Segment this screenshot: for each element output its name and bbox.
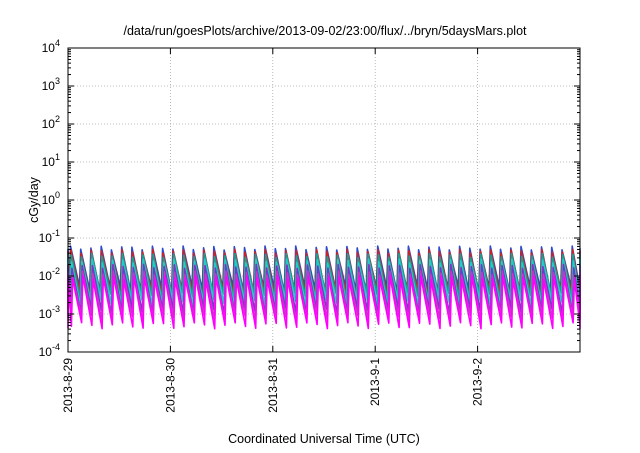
y-tick-label: 104 bbox=[42, 38, 60, 55]
x-tick-label: 2013-8-29 bbox=[61, 358, 75, 413]
x-tick-label: 2013-9-2 bbox=[471, 358, 485, 406]
y-tick-label: 103 bbox=[42, 76, 60, 93]
tick-marks bbox=[67, 47, 580, 353]
x-tick-label: 2013-8-31 bbox=[266, 358, 280, 413]
x-axis-tick-labels: 2013-8-29 2013-8-30 2013-8-31 2013-9-1 2013-… bbox=[61, 358, 485, 413]
x-tick-label: 2013-8-30 bbox=[163, 358, 177, 413]
y-tick-label: 10-1 bbox=[39, 228, 60, 245]
y-axis-label: cGy/day bbox=[27, 176, 41, 223]
y-tick-label: 100 bbox=[42, 190, 60, 207]
x-axis-label: Coordinated Universal Time (UTC) bbox=[228, 432, 420, 446]
y-tick-label: 102 bbox=[42, 114, 60, 131]
y-tick-label: 10-4 bbox=[39, 342, 60, 359]
series-line bbox=[67, 275, 581, 330]
y-tick-label: 101 bbox=[42, 152, 60, 169]
x-tick-label: 2013-9-1 bbox=[368, 358, 382, 406]
y-tick-label: 10-2 bbox=[39, 266, 60, 283]
y-axis-tick-labels: 10-4 10-3 10-2 10-1 100 101 102 103 104 bbox=[39, 38, 60, 359]
y-tick-label: 10-3 bbox=[39, 304, 60, 321]
chart-title: /data/run/goesPlots/archive/2013-09-02/2… bbox=[123, 24, 527, 38]
series-layer bbox=[67, 245, 581, 330]
